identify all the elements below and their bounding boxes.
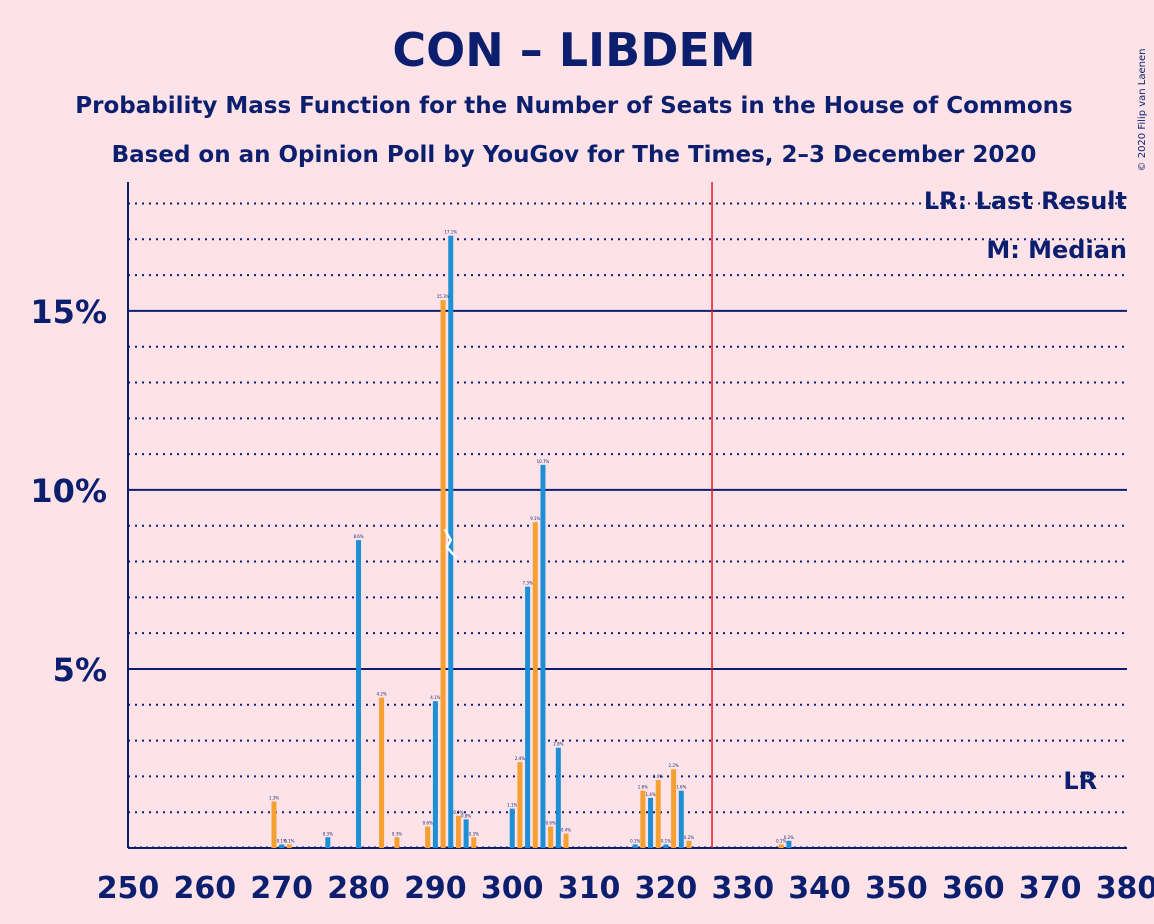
- bar: [786, 840, 792, 848]
- bar: [563, 833, 569, 848]
- bar: [379, 697, 385, 848]
- x-tick-label: 330: [711, 871, 774, 906]
- bar: [655, 779, 661, 848]
- bar-value-label: 0.4%: [561, 828, 571, 833]
- bar-value-label: 0.1%: [661, 838, 671, 843]
- bar: [678, 790, 684, 848]
- y-tick-label: 10%: [30, 472, 107, 510]
- bar: [425, 826, 431, 848]
- bar-value-label: 8.6%: [353, 534, 363, 539]
- bar-value-label: 4.2%: [377, 692, 387, 697]
- bar-value-label: 1.9%: [653, 774, 663, 779]
- bar: [463, 819, 469, 848]
- bar: [394, 837, 400, 848]
- bar-value-label: 0.3%: [469, 831, 479, 836]
- chart-title: CON – LIBDEM: [392, 23, 755, 77]
- x-tick-label: 280: [327, 871, 390, 906]
- x-tick-label: 250: [97, 871, 160, 906]
- y-axis-ticks: 5% 10% 15%: [30, 293, 107, 689]
- bar: [517, 762, 523, 848]
- bar-value-label: 4.1%: [430, 695, 440, 700]
- bar: [648, 797, 654, 848]
- x-tick-label: 260: [174, 871, 237, 906]
- bar-value-label: 0.2%: [684, 835, 694, 840]
- x-tick-label: 300: [481, 871, 544, 906]
- bar: [640, 790, 646, 848]
- bar: [540, 464, 546, 848]
- bar-value-label: 2.8%: [553, 742, 563, 747]
- y-tick-label: 5%: [53, 651, 107, 689]
- bar: [548, 826, 554, 848]
- x-tick-label: 270: [250, 871, 313, 906]
- chart-subtitle-1: Probability Mass Function for the Number…: [75, 93, 1072, 119]
- bar: [632, 844, 638, 848]
- bar-value-label: 9.1%: [530, 516, 540, 521]
- x-tick-label: 310: [558, 871, 621, 906]
- x-tick-label: 340: [788, 871, 851, 906]
- bar: [455, 815, 461, 848]
- median-marker: [443, 528, 458, 559]
- x-tick-label: 350: [865, 871, 928, 906]
- bar: [286, 844, 292, 848]
- bar-value-label: 2.2%: [669, 763, 679, 768]
- bar: [471, 837, 477, 848]
- bar: [778, 844, 784, 848]
- bars: 0.1% 0.3% 8.6% 4.1% 17.1% 0.8% 1.1% 7.3% 10.7% 2.…: [269, 230, 794, 849]
- bar: [686, 840, 692, 848]
- bar-value-label: 0.2%: [784, 835, 794, 840]
- x-tick-label: 380: [1096, 871, 1154, 906]
- bar: [671, 769, 677, 848]
- bar: [356, 540, 362, 848]
- bar: [509, 808, 515, 848]
- bar-value-label: 0.8%: [461, 813, 471, 818]
- bar: [271, 801, 277, 848]
- legend-median: M: Median: [986, 236, 1127, 264]
- bar-value-label: 17.1%: [444, 230, 457, 235]
- bar-value-label: 0.6%: [546, 821, 556, 826]
- bar-value-label: 0.3%: [392, 831, 402, 836]
- bar: [440, 300, 446, 849]
- bar: [325, 837, 331, 848]
- copyright: © 2020 Filip van Laenen: [1137, 49, 1148, 172]
- bar-value-label: 1.6%: [638, 785, 648, 790]
- bar-value-label: 1.4%: [645, 792, 655, 797]
- bar-value-label: 10.7%: [537, 459, 550, 464]
- bar: [555, 747, 561, 848]
- bar: [525, 586, 531, 848]
- bar: [663, 844, 669, 848]
- gridlines: [127, 182, 1127, 849]
- bar-value-label: 0.1%: [776, 838, 786, 843]
- bar-value-label: 15.3%: [437, 294, 450, 299]
- bar-value-label: 0.6%: [423, 821, 433, 826]
- bar-value-label: 2.4%: [515, 756, 525, 761]
- bar: [532, 522, 538, 848]
- x-tick-label: 370: [1019, 871, 1082, 906]
- y-tick-label: 15%: [30, 293, 107, 331]
- bar-value-label: 1.6%: [676, 785, 686, 790]
- x-tick-label: 290: [404, 871, 467, 906]
- bar: [432, 701, 438, 848]
- bar-value-label: 0.3%: [323, 831, 333, 836]
- x-tick-label: 360: [942, 871, 1005, 906]
- x-axis-ticks: 250 260 270 280 290 300 310 320 330 340 350 360 370 3…: [97, 871, 1154, 906]
- legend-last-result: LR: Last Result: [924, 187, 1127, 215]
- bar-value-label: 0.1%: [630, 838, 640, 843]
- bar-value-label: 0.1%: [284, 838, 294, 843]
- last-result-marker: LR: [1063, 767, 1097, 795]
- chart-subtitle-2: Based on an Opinion Poll by YouGov for T…: [112, 142, 1037, 168]
- x-tick-label: 320: [635, 871, 698, 906]
- bar-value-label: 0.9%: [453, 810, 463, 815]
- bar-value-label: 7.3%: [523, 581, 533, 586]
- bar-value-label: 1.3%: [269, 795, 279, 800]
- bar: [279, 844, 285, 848]
- bar-value-label: 1.1%: [507, 803, 517, 808]
- bar-value-label: 0.1%: [277, 838, 287, 843]
- markers: LR: [443, 182, 1097, 848]
